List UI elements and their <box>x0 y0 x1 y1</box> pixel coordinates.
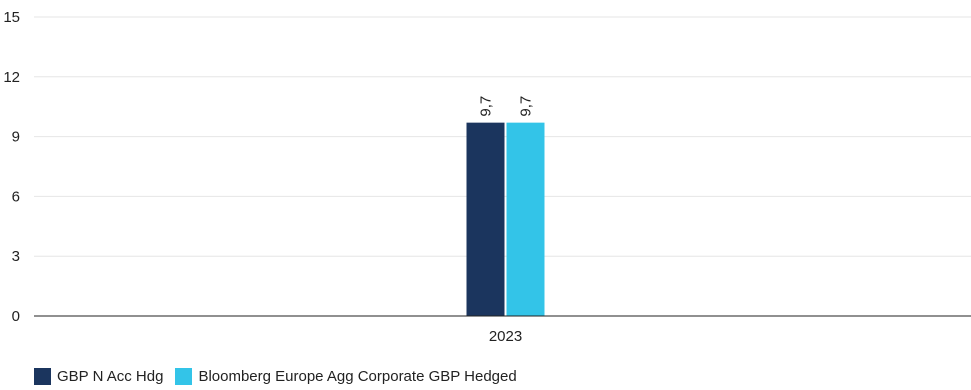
legend-item-series-2: Bloomberg Europe Agg Corporate GBP Hedge… <box>175 368 517 385</box>
data-label-series-1: 9,7 <box>478 96 495 117</box>
bar-series-1 <box>466 122 505 316</box>
bars: 9,7 9,7 <box>466 96 545 316</box>
y-tick-label: 6 <box>12 188 20 205</box>
y-tick-label: 15 <box>3 9 20 26</box>
x-tick-label: 2023 <box>489 328 522 345</box>
x-axis-ticks: 2023 <box>489 328 522 345</box>
y-tick-label: 12 <box>3 69 20 86</box>
legend-swatch-series-2 <box>175 368 193 385</box>
y-tick-label: 0 <box>12 308 20 325</box>
y-tick-label: 3 <box>12 248 20 265</box>
legend: GBP N Acc Hdg Bloomberg Europe Agg Corpo… <box>34 368 529 385</box>
y-axis-ticks: 0 3 6 9 12 15 <box>3 9 20 325</box>
legend-label-series-1: GBP N Acc Hdg <box>57 368 164 385</box>
legend-item-series-1: GBP N Acc Hdg <box>34 368 163 385</box>
legend-swatch-series-1 <box>34 368 51 385</box>
y-tick-label: 9 <box>12 129 20 146</box>
legend-label-series-2: Bloomberg Europe Agg Corporate GBP Hedge… <box>198 368 517 385</box>
bar-series-2 <box>506 122 545 316</box>
data-label-series-2: 9,7 <box>518 96 535 117</box>
